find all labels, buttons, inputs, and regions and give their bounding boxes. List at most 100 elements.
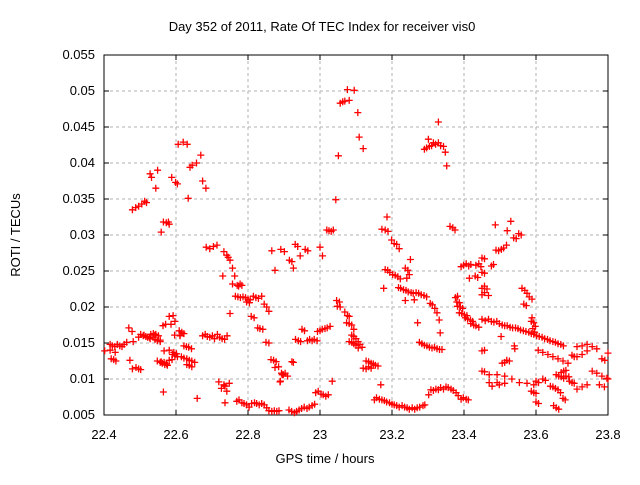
scatter-point <box>459 304 467 312</box>
scatter-point <box>169 312 177 320</box>
scatter-point <box>160 347 168 355</box>
scatter-point <box>380 284 388 292</box>
scatter-point <box>335 298 343 306</box>
scatter-point <box>211 335 218 343</box>
scatter-point <box>454 392 462 400</box>
scatter-point <box>410 296 418 304</box>
scatter-point <box>588 343 596 351</box>
scatter-point <box>292 335 299 343</box>
scatter-point <box>600 383 608 391</box>
scatter-point <box>401 297 409 304</box>
scatter-point <box>328 377 336 385</box>
scatter-point <box>275 363 283 371</box>
scatter-point <box>485 371 493 379</box>
scatter-point <box>562 366 570 374</box>
scatter-point <box>148 173 155 181</box>
scatter-point <box>135 333 143 341</box>
scatter-point <box>137 366 145 374</box>
scatter-point <box>280 248 288 256</box>
scatter-point <box>217 384 225 392</box>
scatter-point <box>441 148 449 156</box>
scatter-point <box>593 345 601 353</box>
scatter-point <box>485 292 492 299</box>
scatter-point <box>603 374 611 382</box>
scatter-point <box>503 241 510 249</box>
scatter-point <box>474 274 482 281</box>
scatter-point <box>191 358 199 366</box>
scatter-point <box>151 331 159 339</box>
scatter-point <box>578 383 586 391</box>
scatter-point <box>570 379 578 387</box>
scatter-point <box>367 364 375 372</box>
scatter-point <box>289 358 297 366</box>
scatter-point <box>488 382 496 390</box>
scatter-point <box>226 256 234 264</box>
scatter-point <box>288 358 296 366</box>
scatter-point <box>111 348 119 356</box>
scatter-point <box>343 86 351 94</box>
x-tick-label: 22.4 <box>91 427 116 442</box>
scatter-point <box>578 351 586 358</box>
scatter-point <box>128 206 136 214</box>
scatter-point <box>530 381 538 389</box>
scatter-point <box>304 247 312 255</box>
scatter-point <box>265 339 273 347</box>
scatter-point <box>539 348 547 356</box>
scatter-point <box>268 247 276 255</box>
scatter-point <box>604 375 612 383</box>
chart-title: Day 352 of 2011, Rate Of TEC Index for r… <box>169 19 476 34</box>
scatter-point <box>202 184 210 192</box>
scatter-point <box>221 382 229 390</box>
scatter-point <box>336 303 344 311</box>
scatter-point <box>523 379 531 387</box>
scatter-point <box>159 322 167 330</box>
scatter-point <box>598 372 606 380</box>
scatter-point <box>436 329 444 337</box>
scatter-point <box>188 363 196 371</box>
scatter-point <box>416 403 424 411</box>
scatter-point <box>345 96 353 104</box>
scatter-point <box>313 337 321 345</box>
scatter-point <box>433 309 441 317</box>
scatter-point <box>549 353 557 361</box>
scatter-point <box>477 263 485 271</box>
scatter-point <box>478 315 486 323</box>
scatter-point <box>272 358 280 366</box>
x-tick-label: 23.4 <box>451 427 476 442</box>
scatter-point <box>219 272 227 280</box>
scatter-point <box>478 291 486 299</box>
scatter-point <box>129 338 137 346</box>
y-tick-label: 0.045 <box>62 119 95 134</box>
scatter-point <box>206 245 214 253</box>
scatter-point <box>188 345 195 353</box>
scatter-point <box>497 333 505 340</box>
scatter-point <box>554 355 562 363</box>
scatter-point <box>296 252 304 260</box>
scatter-point <box>324 391 332 399</box>
scatter-point <box>221 399 229 407</box>
x-tick-label: 22.6 <box>163 427 188 442</box>
scatter-point <box>423 293 431 301</box>
scatter-point <box>428 301 436 309</box>
scatter-point <box>517 231 525 239</box>
scatter-point <box>358 343 366 351</box>
scatter-point <box>174 140 182 148</box>
scatter-point <box>595 381 603 389</box>
scatter-point <box>428 142 436 150</box>
x-tick-label: 23.6 <box>523 427 548 442</box>
scatter-point <box>258 292 266 300</box>
scatter-point <box>157 228 165 236</box>
scatter-point <box>226 310 234 317</box>
scatter-point <box>271 364 279 371</box>
scatter-point <box>165 346 173 354</box>
x-axis-label: GPS time / hours <box>276 451 375 466</box>
scatter-point <box>424 135 432 143</box>
x-tick-label: 23.8 <box>595 427 620 442</box>
scatter-point <box>173 180 181 188</box>
scatter-point <box>491 221 499 229</box>
scatter-point <box>535 400 542 407</box>
scatter-point <box>180 330 188 338</box>
scatter-point <box>481 346 488 354</box>
scatter-point <box>176 331 184 339</box>
